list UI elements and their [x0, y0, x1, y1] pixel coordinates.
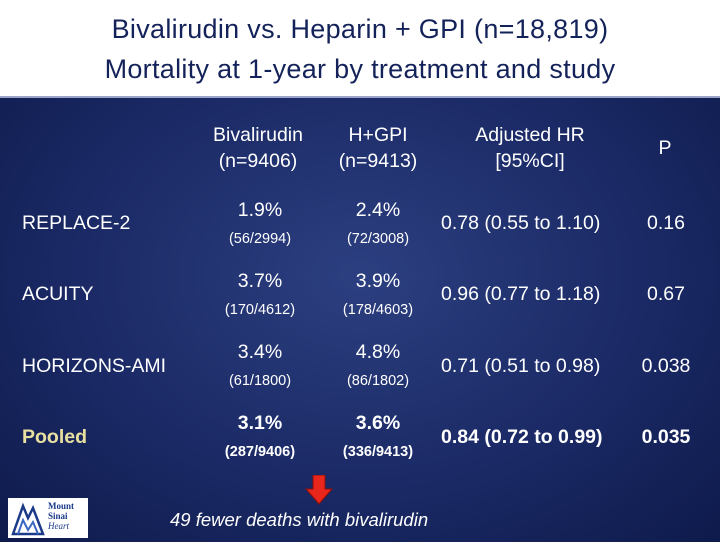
row-label-acuity: ACUITY: [22, 283, 94, 305]
down-arrow-icon: [305, 475, 333, 505]
p-value: 0.16: [647, 212, 685, 234]
hgpi-count: (86/1802): [346, 373, 410, 389]
adjusted-hr-value: 0.96 (0.77 to 1.18): [441, 283, 601, 305]
p-value: 0.038: [641, 355, 691, 377]
logo-line3: Heart: [48, 521, 69, 531]
adjusted-hr-value: 0.71 (0.51 to 0.98): [441, 355, 601, 377]
hgpi-pct: 3.6%: [355, 412, 401, 434]
header-hr-label: Adjusted HR: [475, 124, 585, 146]
hgpi-pct: 3.9%: [355, 270, 401, 292]
p-value: 0.035: [641, 426, 691, 448]
logo-mark-icon: [11, 502, 45, 536]
hgpi-pct: 2.4%: [355, 199, 401, 221]
header-adjusted-hr: Adjusted HR [95%CI]: [452, 122, 608, 174]
logo-line1: Mount: [48, 501, 75, 511]
hgpi-count: (72/3008): [346, 231, 410, 247]
bival-pct: 1.9%: [237, 199, 283, 221]
header-hgpi-n: (n=9413): [338, 150, 418, 172]
row-label-pooled: Pooled: [22, 426, 88, 448]
content-panel: [0, 96, 720, 542]
header-hr-ci: [95%CI]: [495, 150, 565, 172]
adjusted-hr-value: 0.84 (0.72 to 0.99): [441, 426, 603, 448]
bival-pct: 3.7%: [237, 270, 283, 292]
header-hgpi-label: H+GPI: [348, 124, 408, 146]
mount-sinai-logo-icon: Mount Sinai Heart: [8, 498, 88, 538]
logo-text: Mount Sinai Heart: [48, 501, 74, 531]
bival-count: (61/1800): [228, 373, 292, 389]
row-label-replace-2: REPLACE-2: [22, 212, 131, 234]
hgpi-count: (178/4603): [342, 302, 414, 318]
header-p: P: [658, 137, 672, 159]
bival-count: (287/9406): [224, 444, 296, 460]
bival-pct: 3.4%: [237, 341, 283, 363]
header-bivalirudin-n: (n=9406): [218, 150, 298, 172]
bival-pct: 3.1%: [237, 412, 283, 434]
hgpi-count: (336/9413): [342, 444, 414, 460]
row-label-horizons-ami: HORIZONS-AMI: [22, 355, 167, 377]
hgpi-pct: 4.8%: [355, 341, 401, 363]
header-bivalirudin-label: Bivalirudin: [213, 124, 303, 146]
header-bivalirudin: Bivalirudin (n=9406): [196, 122, 320, 174]
bival-count: (170/4612): [224, 302, 296, 318]
slide-title: Bivalirudin vs. Heparin + GPI (n=18,819): [111, 14, 609, 44]
title-area: Bivalirudin vs. Heparin + GPI (n=18,819)…: [0, 0, 720, 96]
footer-note: 49 fewer deaths with bivalirudin: [170, 509, 429, 530]
bival-count: (56/2994): [228, 231, 292, 247]
header-hgpi: H+GPI (n=9413): [322, 122, 434, 174]
p-value: 0.67: [647, 283, 685, 305]
slide-subtitle: Mortality at 1-year by treatment and stu…: [104, 54, 616, 84]
adjusted-hr-value: 0.78 (0.55 to 1.10): [441, 212, 601, 234]
logo-line2: Sinai: [48, 511, 68, 521]
